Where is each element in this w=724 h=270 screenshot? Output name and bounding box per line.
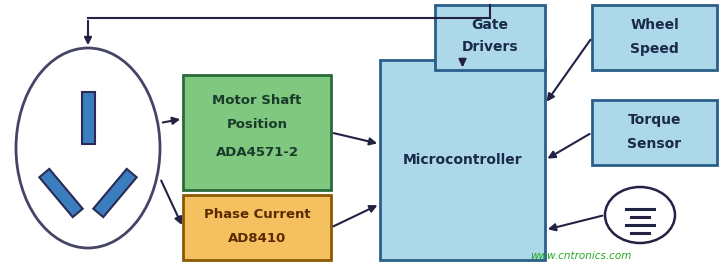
- Ellipse shape: [605, 187, 675, 243]
- Text: Microcontroller: Microcontroller: [403, 153, 522, 167]
- Text: Torque: Torque: [628, 113, 681, 127]
- Text: Motor Shaft: Motor Shaft: [212, 93, 302, 106]
- Bar: [183, 75, 331, 190]
- Text: Drivers: Drivers: [462, 40, 518, 54]
- Text: Phase Current: Phase Current: [203, 208, 311, 221]
- Text: Gate: Gate: [471, 18, 508, 32]
- Text: ADA4571-2: ADA4571-2: [216, 146, 298, 158]
- Text: Sensor: Sensor: [628, 137, 681, 151]
- Text: Position: Position: [227, 119, 287, 131]
- Bar: [592, 5, 717, 70]
- Text: Speed: Speed: [630, 42, 679, 56]
- Bar: [380, 60, 545, 260]
- Text: Wheel: Wheel: [630, 18, 679, 32]
- Polygon shape: [82, 92, 95, 144]
- Bar: [592, 100, 717, 165]
- Bar: [183, 195, 331, 260]
- Polygon shape: [39, 169, 83, 217]
- Ellipse shape: [16, 48, 160, 248]
- Polygon shape: [93, 169, 137, 217]
- Text: AD8410: AD8410: [228, 231, 286, 245]
- Text: www.cntronics.com: www.cntronics.com: [530, 251, 631, 261]
- Bar: [435, 5, 545, 70]
